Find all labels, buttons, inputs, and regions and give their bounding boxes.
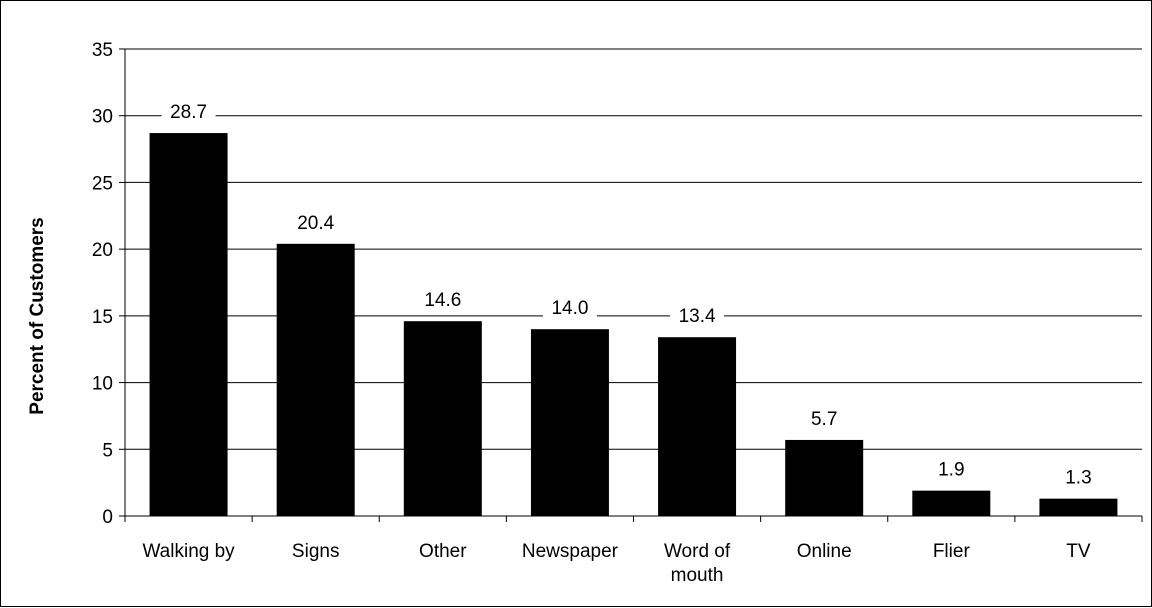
x-category-label: Word of — [664, 541, 731, 562]
data-label-background — [542, 295, 597, 320]
data-label-background — [1056, 464, 1100, 489]
data-label-background — [802, 405, 846, 430]
data-label: 20.4 — [297, 213, 334, 234]
y-tick-label: 25 — [92, 173, 113, 194]
data-label-background — [161, 99, 216, 124]
bar — [403, 321, 482, 516]
bar — [276, 243, 355, 516]
y-tick-label: 30 — [92, 107, 113, 128]
x-category-label: Other — [419, 541, 467, 562]
y-tick-label: 0 — [102, 507, 113, 528]
y-tick-label: 20 — [92, 240, 113, 261]
data-label: 14.6 — [424, 290, 461, 311]
x-category-label: Signs — [292, 541, 340, 562]
x-category-label: Walking by — [142, 541, 235, 562]
data-label: 1.3 — [1065, 468, 1091, 489]
data-label: 13.4 — [679, 306, 716, 327]
x-category-label: Online — [797, 541, 852, 562]
data-label: 1.9 — [938, 460, 964, 481]
x-category-label: TV — [1066, 541, 1091, 562]
data-label: 5.7 — [811, 409, 837, 430]
bar — [1039, 498, 1118, 516]
data-labels: 28.7 20.4 14.6 14.0 13.4 5.7 1.9 1.3 — [161, 99, 1100, 489]
data-label-background — [929, 456, 973, 481]
bar — [658, 337, 737, 516]
data-label: 14.0 — [551, 298, 588, 319]
x-category-label: Newspaper — [522, 541, 619, 562]
data-label-background — [670, 303, 725, 328]
data-label: 28.7 — [170, 102, 207, 123]
x-category-label: mouth — [671, 565, 724, 586]
axes — [119, 48, 1143, 522]
bar — [912, 490, 991, 516]
data-label-background — [288, 209, 343, 234]
y-tick-label: 35 — [92, 40, 113, 61]
y-tick-label: 5 — [102, 440, 113, 461]
bar — [530, 329, 609, 516]
y-axis-title: Percent of Customers — [27, 217, 48, 414]
x-category-label: Flier — [933, 541, 971, 562]
y-tick-label: 15 — [92, 307, 113, 328]
y-tick-label: 10 — [92, 374, 113, 395]
bars — [149, 133, 1118, 516]
bar — [785, 439, 864, 516]
x-category-labels: Walking by Signs Other Newspaper Word of mout… — [142, 541, 1090, 586]
bar — [149, 133, 228, 516]
data-label-background — [415, 287, 470, 312]
y-tick-labels: 0 5 10 15 20 25 30 35 — [92, 40, 113, 528]
